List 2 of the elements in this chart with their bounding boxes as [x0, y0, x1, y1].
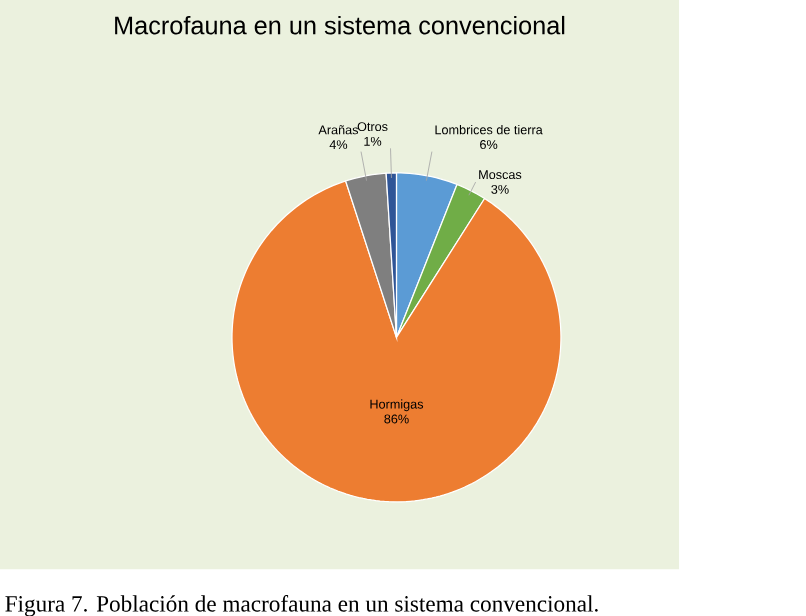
text: Figura 7. Población de macrofauna en un sistema convencional.: [5, 594, 598, 616]
chart-title: Macrofauna en un sistema convencional: [115, 15, 565, 35]
